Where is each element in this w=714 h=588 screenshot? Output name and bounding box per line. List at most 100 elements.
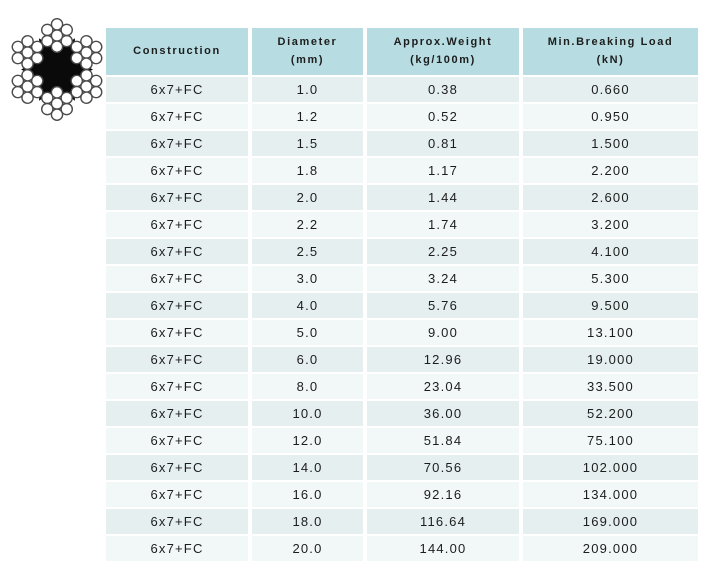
cell-construction: 6x7+FC [106,374,248,399]
col-header-unit: (mm) [290,53,325,66]
cell-construction: 6x7+FC [106,536,248,561]
table-header: Construction Diameter (mm) Approx.Weight… [106,28,698,75]
cell-construction: 6x7+FC [106,428,248,453]
cell-diameter: 6.0 [252,347,363,372]
cell-weight: 51.84 [367,428,519,453]
cell-construction: 6x7+FC [106,482,248,507]
cell-diameter: 2.0 [252,185,363,210]
cell-diameter: 12.0 [252,428,363,453]
specification-table: Construction Diameter (mm) Approx.Weight… [102,26,702,563]
cell-weight: 5.76 [367,293,519,318]
col-header-title: Approx.Weight [393,36,493,49]
cell-weight: 36.00 [367,401,519,426]
cell-breaking-load: 134.000 [523,482,698,507]
cell-breaking-load: 2.200 [523,158,698,183]
table-row: 6x7+FC 14.0 70.56 102.000 [106,455,698,480]
col-header-title: Diameter [277,36,338,49]
cell-construction: 6x7+FC [106,401,248,426]
cell-breaking-load: 75.100 [523,428,698,453]
table-row: 6x7+FC 6.0 12.96 19.000 [106,347,698,372]
table-row: 6x7+FC 12.0 51.84 75.100 [106,428,698,453]
table-row: 6x7+FC 1.2 0.52 0.950 [106,104,698,129]
cell-breaking-load: 52.200 [523,401,698,426]
cell-breaking-load: 19.000 [523,347,698,372]
cell-breaking-load: 3.200 [523,212,698,237]
cell-diameter: 4.0 [252,293,363,318]
table-row: 6x7+FC 1.0 0.38 0.660 [106,77,698,102]
col-header-title: Min.Breaking Load [547,36,674,49]
cell-weight: 1.74 [367,212,519,237]
table-row: 6x7+FC 1.5 0.81 1.500 [106,131,698,156]
cell-breaking-load: 4.100 [523,239,698,264]
cell-breaking-load: 33.500 [523,374,698,399]
cell-construction: 6x7+FC [106,347,248,372]
wire-rope-cross-section-icon [4,18,108,122]
table-row: 6x7+FC 16.0 92.16 134.000 [106,482,698,507]
cell-breaking-load: 1.500 [523,131,698,156]
table-row: 6x7+FC 1.8 1.17 2.200 [106,158,698,183]
cell-breaking-load: 209.000 [523,536,698,561]
cell-weight: 144.00 [367,536,519,561]
col-header-construction: Construction [106,28,248,75]
cell-diameter: 1.2 [252,104,363,129]
table-row: 6x7+FC 2.0 1.44 2.600 [106,185,698,210]
cell-construction: 6x7+FC [106,185,248,210]
cell-breaking-load: 0.660 [523,77,698,102]
cell-weight: 23.04 [367,374,519,399]
cell-diameter: 8.0 [252,374,363,399]
cell-construction: 6x7+FC [106,104,248,129]
fiber-core-shape [21,38,93,101]
table-row: 6x7+FC 2.2 1.74 3.200 [106,212,698,237]
col-header-diameter: Diameter (mm) [252,28,363,75]
cell-construction: 6x7+FC [106,266,248,291]
cell-construction: 6x7+FC [106,455,248,480]
cell-diameter: 18.0 [252,509,363,534]
cell-diameter: 20.0 [252,536,363,561]
table-row: 6x7+FC 18.0 116.64 169.000 [106,509,698,534]
cell-weight: 116.64 [367,509,519,534]
cell-weight: 70.56 [367,455,519,480]
table-body: 6x7+FC 1.0 0.38 0.660 6x7+FC 1.2 0.52 0.… [106,77,698,561]
cell-diameter: 16.0 [252,482,363,507]
table-row: 6x7+FC 4.0 5.76 9.500 [106,293,698,318]
cell-breaking-load: 169.000 [523,509,698,534]
cell-diameter: 1.5 [252,131,363,156]
table-row: 6x7+FC 20.0 144.00 209.000 [106,536,698,561]
table-row: 6x7+FC 10.0 36.00 52.200 [106,401,698,426]
cell-construction: 6x7+FC [106,131,248,156]
table-row: 6x7+FC 3.0 3.24 5.300 [106,266,698,291]
cell-construction: 6x7+FC [106,212,248,237]
col-header-approx-weight: Approx.Weight (kg/100m) [367,28,519,75]
cell-weight: 0.52 [367,104,519,129]
cell-breaking-load: 0.950 [523,104,698,129]
cell-diameter: 10.0 [252,401,363,426]
cell-weight: 3.24 [367,266,519,291]
cell-construction: 6x7+FC [106,77,248,102]
cell-construction: 6x7+FC [106,320,248,345]
table-row: 6x7+FC 2.5 2.25 4.100 [106,239,698,264]
cell-diameter: 5.0 [252,320,363,345]
cell-weight: 12.96 [367,347,519,372]
cell-weight: 0.81 [367,131,519,156]
col-header-min-breaking-load: Min.Breaking Load (kN) [523,28,698,75]
cell-construction: 6x7+FC [106,158,248,183]
cell-breaking-load: 9.500 [523,293,698,318]
cell-construction: 6x7+FC [106,509,248,534]
col-header-title: Construction [133,44,221,57]
cell-weight: 1.17 [367,158,519,183]
cell-breaking-load: 13.100 [523,320,698,345]
cell-diameter: 2.2 [252,212,363,237]
table-row: 6x7+FC 8.0 23.04 33.500 [106,374,698,399]
cell-diameter: 1.8 [252,158,363,183]
cell-weight: 92.16 [367,482,519,507]
col-header-unit: (kN) [596,53,625,66]
cell-diameter: 1.0 [252,77,363,102]
cell-diameter: 2.5 [252,239,363,264]
cell-weight: 2.25 [367,239,519,264]
cell-construction: 6x7+FC [106,239,248,264]
table-row: 6x7+FC 5.0 9.00 13.100 [106,320,698,345]
cell-weight: 1.44 [367,185,519,210]
cell-breaking-load: 5.300 [523,266,698,291]
cell-breaking-load: 102.000 [523,455,698,480]
